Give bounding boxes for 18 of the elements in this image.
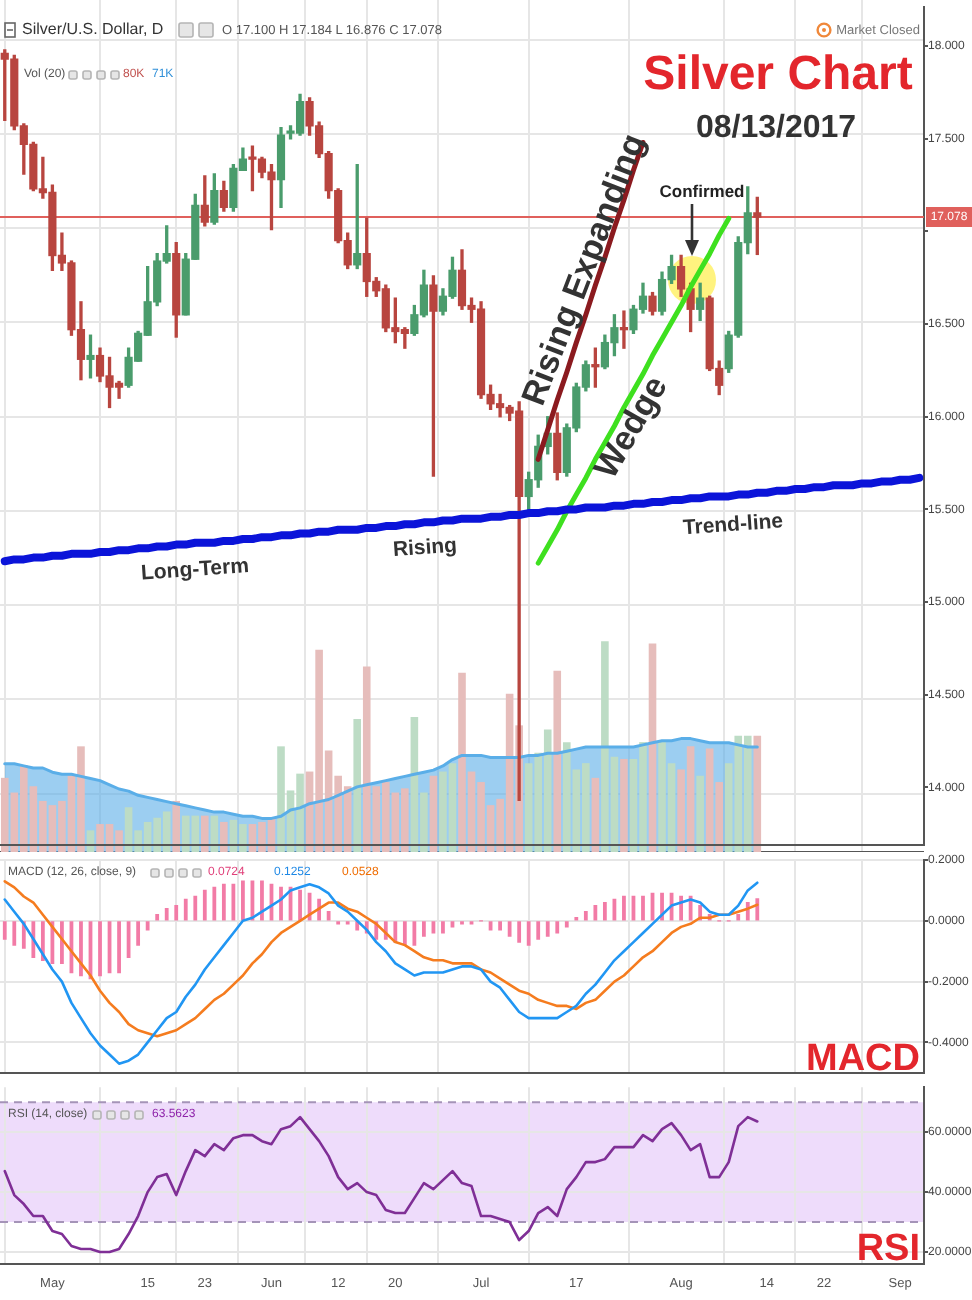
bar bbox=[753, 735, 762, 852]
bar bbox=[172, 800, 181, 852]
bar bbox=[696, 775, 704, 852]
text: Silver Chart bbox=[643, 47, 913, 102]
text: RSI bbox=[856, 1228, 920, 1271]
text: 08/13/2017 bbox=[695, 110, 857, 145]
annotation: Confirmed bbox=[659, 180, 745, 201]
text: MACD bbox=[806, 1038, 920, 1081]
bar bbox=[201, 815, 209, 852]
bar bbox=[220, 821, 228, 852]
bar bbox=[553, 670, 562, 852]
annotation: Rising bbox=[392, 535, 458, 562]
annotation: Trend-line bbox=[682, 511, 785, 541]
bar bbox=[648, 643, 657, 852]
bar bbox=[620, 758, 628, 852]
annotation: Silver/U.S. Dollar, D bbox=[22, 20, 164, 39]
annotation: Long-Term bbox=[140, 556, 250, 586]
bar bbox=[353, 719, 362, 852]
